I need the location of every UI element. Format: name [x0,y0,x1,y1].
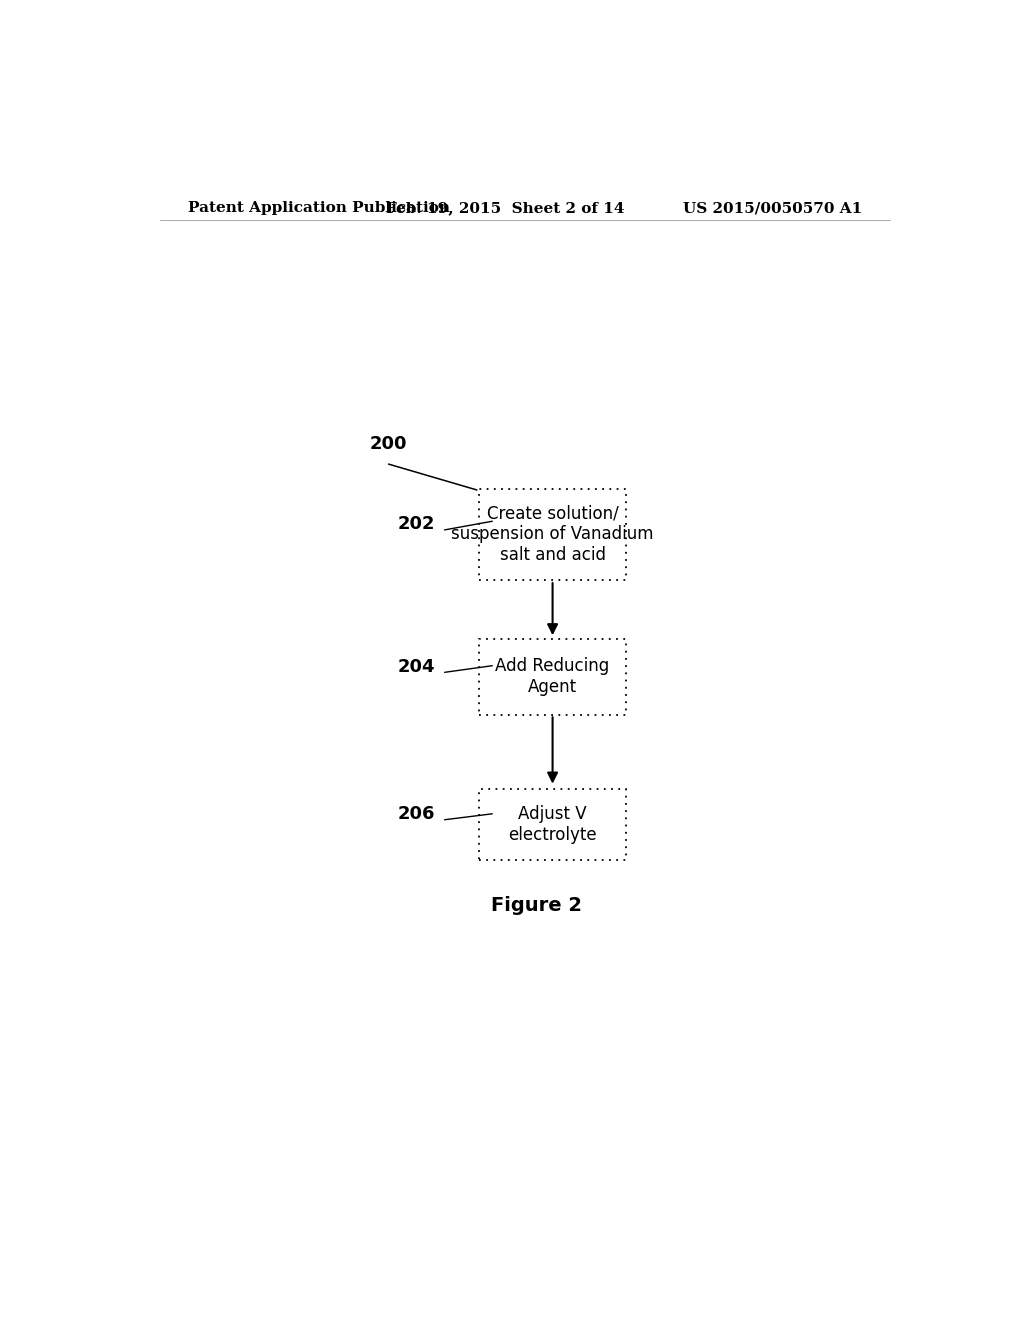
Text: Adjust V
electrolyte: Adjust V electrolyte [508,805,597,843]
FancyBboxPatch shape [479,488,626,581]
FancyBboxPatch shape [479,639,626,715]
Text: Figure 2: Figure 2 [492,896,583,915]
FancyBboxPatch shape [479,788,626,859]
Text: Add Reducing
Agent: Add Reducing Agent [496,657,609,696]
Text: Patent Application Publication: Patent Application Publication [187,201,450,215]
Text: Create solution/
suspension of Vanadium
salt and acid: Create solution/ suspension of Vanadium … [452,504,654,564]
Text: US 2015/0050570 A1: US 2015/0050570 A1 [683,201,862,215]
Text: 202: 202 [398,515,435,533]
Text: 200: 200 [370,436,408,453]
Text: Feb. 19, 2015  Sheet 2 of 14: Feb. 19, 2015 Sheet 2 of 14 [386,201,625,215]
Text: 206: 206 [398,805,435,822]
Text: 204: 204 [398,657,435,676]
